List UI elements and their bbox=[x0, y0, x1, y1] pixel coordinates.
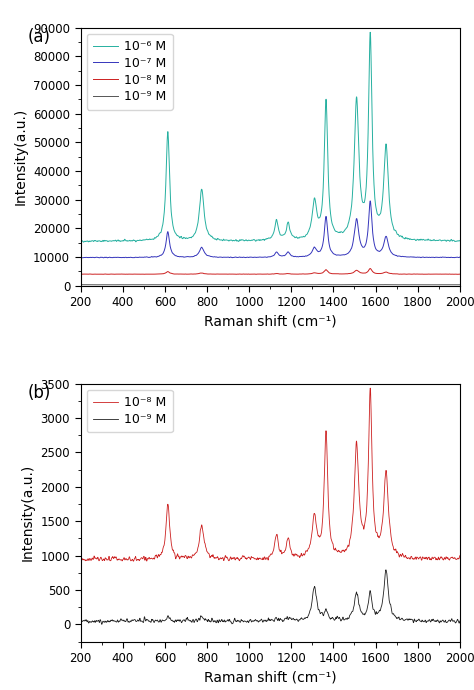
10⁻⁹ M bbox=[367, 280, 373, 288]
10⁻⁷ M bbox=[100, 254, 106, 262]
10⁻⁶ M bbox=[235, 237, 240, 245]
10⁻⁷ M bbox=[233, 253, 238, 262]
10⁻⁷ M bbox=[100, 253, 105, 262]
10⁻⁸ M bbox=[78, 554, 83, 562]
Legend: 10⁻⁸ M, 10⁻⁹ M: 10⁻⁸ M, 10⁻⁹ M bbox=[87, 390, 173, 432]
10⁻⁶ M bbox=[457, 237, 463, 245]
10⁻⁸ M bbox=[457, 551, 463, 560]
10⁻⁸ M bbox=[131, 557, 137, 565]
10⁻⁶ M bbox=[337, 228, 343, 236]
10⁻⁹ M bbox=[235, 616, 240, 624]
10⁻⁸ M bbox=[367, 264, 373, 273]
X-axis label: Raman shift (cm⁻¹): Raman shift (cm⁻¹) bbox=[204, 671, 337, 684]
10⁻⁶ M bbox=[367, 28, 373, 37]
10⁻⁶ M bbox=[233, 236, 238, 244]
10⁻⁸ M bbox=[234, 270, 240, 278]
10⁻⁹ M bbox=[235, 281, 240, 289]
10⁻⁸ M bbox=[100, 270, 105, 278]
10⁻⁷ M bbox=[220, 253, 226, 262]
10⁻⁷ M bbox=[78, 253, 83, 262]
10⁻⁹ M bbox=[457, 281, 463, 289]
10⁻⁷ M bbox=[337, 251, 343, 259]
Line: 10⁻⁸ M: 10⁻⁸ M bbox=[81, 268, 460, 275]
10⁻⁸ M bbox=[159, 270, 164, 278]
10⁻⁸ M bbox=[159, 548, 164, 556]
10⁻⁸ M bbox=[457, 270, 463, 278]
10⁻⁹ M bbox=[99, 620, 105, 629]
10⁻⁸ M bbox=[232, 270, 238, 278]
10⁻⁹ M bbox=[159, 617, 164, 625]
10⁻⁹ M bbox=[233, 281, 238, 289]
Line: 10⁻⁶ M: 10⁻⁶ M bbox=[81, 32, 460, 242]
10⁻⁸ M bbox=[337, 270, 342, 278]
10⁻⁷ M bbox=[367, 197, 373, 205]
10⁻⁸ M bbox=[220, 553, 226, 562]
10⁻⁹ M bbox=[100, 618, 105, 627]
10⁻⁹ M bbox=[116, 281, 121, 289]
Y-axis label: Intensity(a.u.): Intensity(a.u.) bbox=[14, 108, 27, 205]
10⁻⁶ M bbox=[78, 237, 83, 245]
10⁻⁹ M bbox=[100, 281, 105, 289]
Y-axis label: Intensity(a.u.): Intensity(a.u.) bbox=[21, 464, 35, 561]
10⁻⁶ M bbox=[81, 238, 86, 246]
10⁻⁹ M bbox=[233, 617, 238, 625]
10⁻⁸ M bbox=[78, 270, 83, 278]
10⁻⁹ M bbox=[383, 566, 389, 574]
10⁻⁶ M bbox=[100, 237, 105, 245]
10⁻⁸ M bbox=[367, 384, 373, 392]
10⁻⁸ M bbox=[235, 553, 240, 562]
Text: (b): (b) bbox=[27, 384, 51, 402]
10⁻⁸ M bbox=[456, 270, 461, 279]
Line: 10⁻⁷ M: 10⁻⁷ M bbox=[81, 201, 460, 258]
10⁻⁸ M bbox=[233, 555, 238, 564]
Legend: 10⁻⁶ M, 10⁻⁷ M, 10⁻⁸ M, 10⁻⁹ M: 10⁻⁶ M, 10⁻⁷ M, 10⁻⁸ M, 10⁻⁹ M bbox=[87, 34, 173, 110]
Text: (a): (a) bbox=[27, 28, 51, 46]
10⁻⁷ M bbox=[159, 250, 164, 259]
10⁻⁸ M bbox=[337, 547, 343, 555]
10⁻⁹ M bbox=[457, 617, 463, 625]
10⁻⁸ M bbox=[100, 557, 105, 565]
10⁻⁹ M bbox=[337, 613, 343, 622]
10⁻⁹ M bbox=[220, 618, 226, 626]
10⁻⁹ M bbox=[78, 281, 83, 289]
10⁻⁹ M bbox=[78, 618, 83, 627]
10⁻⁹ M bbox=[337, 281, 343, 289]
10⁻⁷ M bbox=[457, 253, 463, 262]
10⁻⁷ M bbox=[235, 253, 240, 262]
Line: 10⁻⁸ M: 10⁻⁸ M bbox=[81, 388, 460, 561]
10⁻⁸ M bbox=[219, 270, 225, 278]
X-axis label: Raman shift (cm⁻¹): Raman shift (cm⁻¹) bbox=[204, 315, 337, 328]
10⁻⁶ M bbox=[159, 225, 164, 233]
10⁻⁹ M bbox=[220, 281, 226, 289]
Line: 10⁻⁹ M: 10⁻⁹ M bbox=[81, 570, 460, 624]
10⁻⁶ M bbox=[220, 237, 226, 245]
10⁻⁹ M bbox=[159, 281, 164, 289]
